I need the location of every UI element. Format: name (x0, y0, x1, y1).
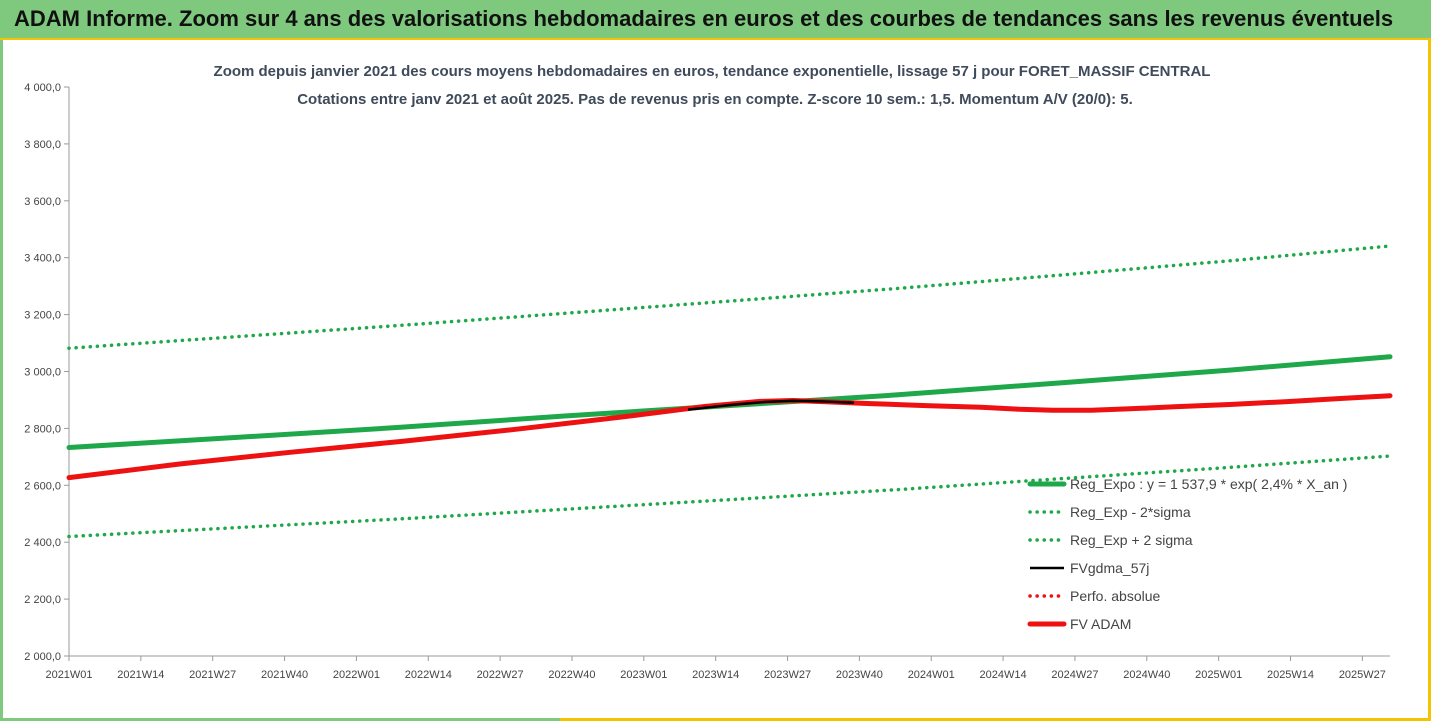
legend-label: Reg_Exp + 2 sigma (1070, 532, 1193, 548)
y-tick-label: 2 000,0 (24, 651, 61, 663)
legend-label: Reg_Exp - 2*sigma (1070, 504, 1191, 520)
x-tick-label: 2022W14 (405, 669, 452, 681)
legend-label: FVgdma_57j (1070, 560, 1149, 576)
x-axis-ticks: 2021W01 2021W14 2021W27 2021W40 2022W01 2022W… (45, 656, 1386, 681)
x-tick-label: 2021W01 (45, 669, 92, 681)
y-tick-label: 2 400,0 (24, 537, 61, 549)
x-tick-label: 2022W01 (333, 669, 380, 681)
series-line-1 (67, 454, 1392, 539)
x-tick-label: 2025W01 (1195, 669, 1242, 681)
y-tick-label: 3 800,0 (24, 139, 61, 151)
chart-legend: Reg_Expo : y = 1 537,9 * exp( 2,4% * X_a… (1027, 476, 1347, 632)
x-tick-label: 2021W14 (117, 669, 164, 681)
series-line-2 (67, 244, 1392, 350)
chart-area: Zoom depuis janvier 2021 des cours moyen… (24, 63, 1393, 681)
x-tick-label: 2022W40 (548, 669, 595, 681)
x-tick-label: 2022W27 (477, 669, 524, 681)
legend-label: Reg_Expo : y = 1 537,9 * exp( 2,4% * X_a… (1070, 476, 1347, 492)
banner-title: ADAM Informe. Zoom sur 4 ans des valoris… (14, 6, 1394, 31)
y-tick-label: 4 000,0 (24, 82, 61, 94)
y-tick-label: 3 000,0 (24, 367, 61, 379)
y-tick-label: 2 200,0 (24, 594, 61, 606)
x-tick-label: 2025W14 (1267, 669, 1314, 681)
x-tick-label: 2023W27 (764, 669, 811, 681)
x-tick-label: 2021W40 (261, 669, 308, 681)
x-tick-label: 2023W40 (836, 669, 883, 681)
x-tick-label: 2021W27 (189, 669, 236, 681)
x-tick-label: 2025W27 (1339, 669, 1386, 681)
y-tick-label: 2 800,0 (24, 423, 61, 435)
x-tick-label: 2023W01 (620, 669, 667, 681)
legend-label: Perfo. absolue (1070, 588, 1160, 604)
x-tick-label: 2024W40 (1123, 669, 1170, 681)
frame-bottom-border-green (0, 718, 560, 721)
y-tick-label: 3 200,0 (24, 310, 61, 322)
title-banner: ADAM Informe. Zoom sur 4 ans des valoris… (0, 0, 1431, 40)
series-line-3 (687, 399, 854, 411)
frame-left-border (0, 40, 3, 721)
legend-label: FV ADAM (1070, 616, 1131, 632)
x-tick-label: 2023W14 (692, 669, 739, 681)
y-axis-ticks: 2 000,0 2 200,0 2 400,0 2 600,0 2 800,0 3 000… (24, 82, 69, 663)
x-tick-label: 2024W01 (908, 669, 955, 681)
y-tick-label: 3 400,0 (24, 253, 61, 265)
x-tick-label: 2024W27 (1051, 669, 1098, 681)
chart-series (66, 244, 1393, 539)
frame-right-border (1428, 40, 1431, 721)
chart-title: Zoom depuis janvier 2021 des cours moyen… (214, 63, 1211, 80)
y-tick-label: 3 600,0 (24, 196, 61, 208)
frame-bottom-border (0, 718, 1431, 721)
y-tick-label: 2 600,0 (24, 480, 61, 492)
series-line-5 (66, 393, 1393, 481)
chart-subtitle: Cotations entre janv 2021 et août 2025. … (297, 91, 1133, 108)
x-tick-label: 2024W14 (980, 669, 1027, 681)
